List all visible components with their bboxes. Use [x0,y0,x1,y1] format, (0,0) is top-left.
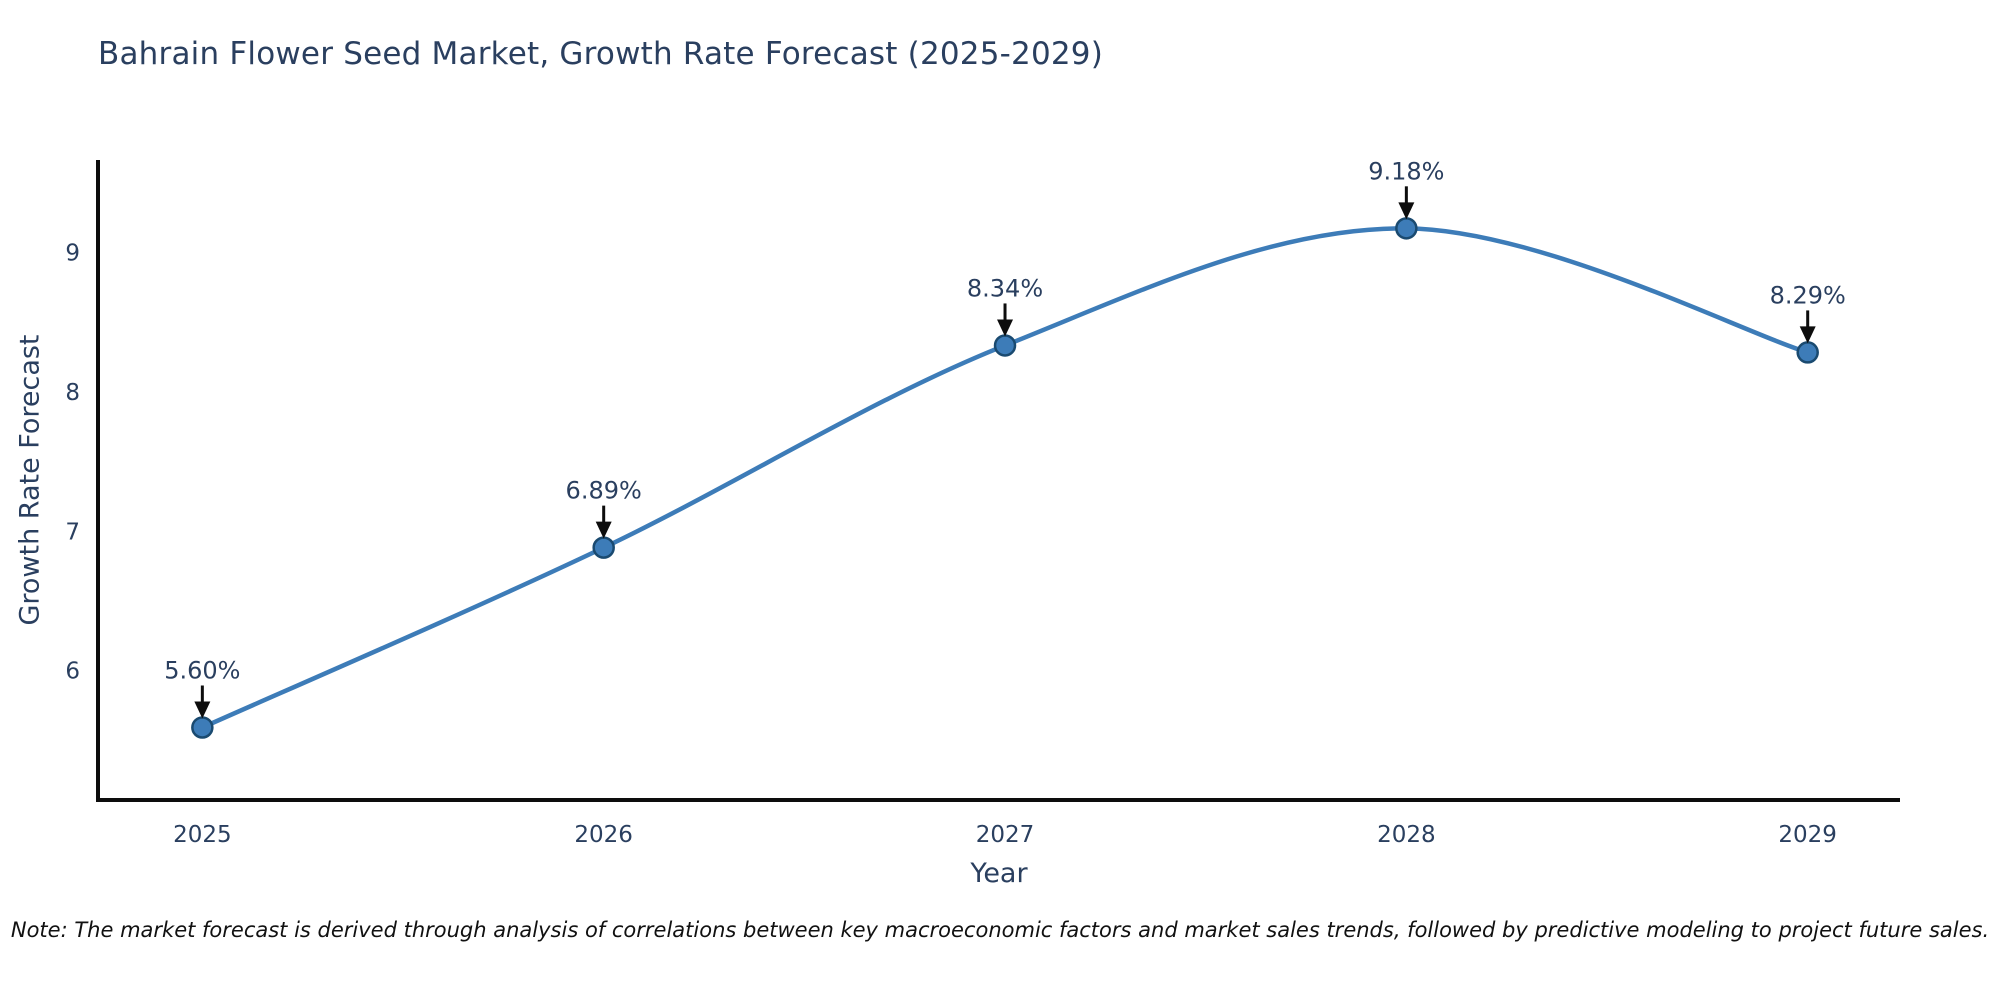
data-point-2026[interactable] [592,536,615,559]
annotation-arrow-head [1398,202,1415,220]
annotation-arrow-head [997,319,1014,337]
y-tick-label: 6 [65,659,80,685]
point-value-label: 9.18% [1368,157,1444,185]
y-axis-title: Growth Rate Forecast [14,334,46,626]
y-tick-label: 9 [65,240,80,266]
chart-footnote: Note: The market forecast is derived thr… [10,918,1990,942]
x-tick-label: 2025 [173,822,232,848]
annotation-arrow-head [1799,326,1816,344]
data-point-2028[interactable] [1395,217,1418,240]
point-value-label: 6.89% [566,477,642,505]
annotation-arrow-head [595,521,612,539]
x-tick-label: 2026 [574,822,633,848]
x-axis-title: Year [970,858,1028,889]
point-value-label: 8.29% [1770,281,1846,309]
chart-title: Bahrain Flower Seed Market, Growth Rate … [98,36,1104,72]
x-tick-label: 2028 [1377,822,1436,848]
y-tick-label: 8 [65,380,80,406]
y-tick-label: 7 [65,519,80,545]
x-tick-label: 2027 [976,822,1035,848]
x-tick-label: 2029 [1778,822,1837,848]
point-value-label: 8.34% [967,274,1043,302]
data-point-2029[interactable] [1796,341,1819,364]
point-value-label: 5.60% [164,656,240,684]
forecast-line [201,226,1809,730]
axis-lines [96,160,1900,802]
data-point-2025[interactable] [191,716,214,739]
data-point-2027[interactable] [993,334,1017,357]
annotation-arrow-head [194,701,211,719]
